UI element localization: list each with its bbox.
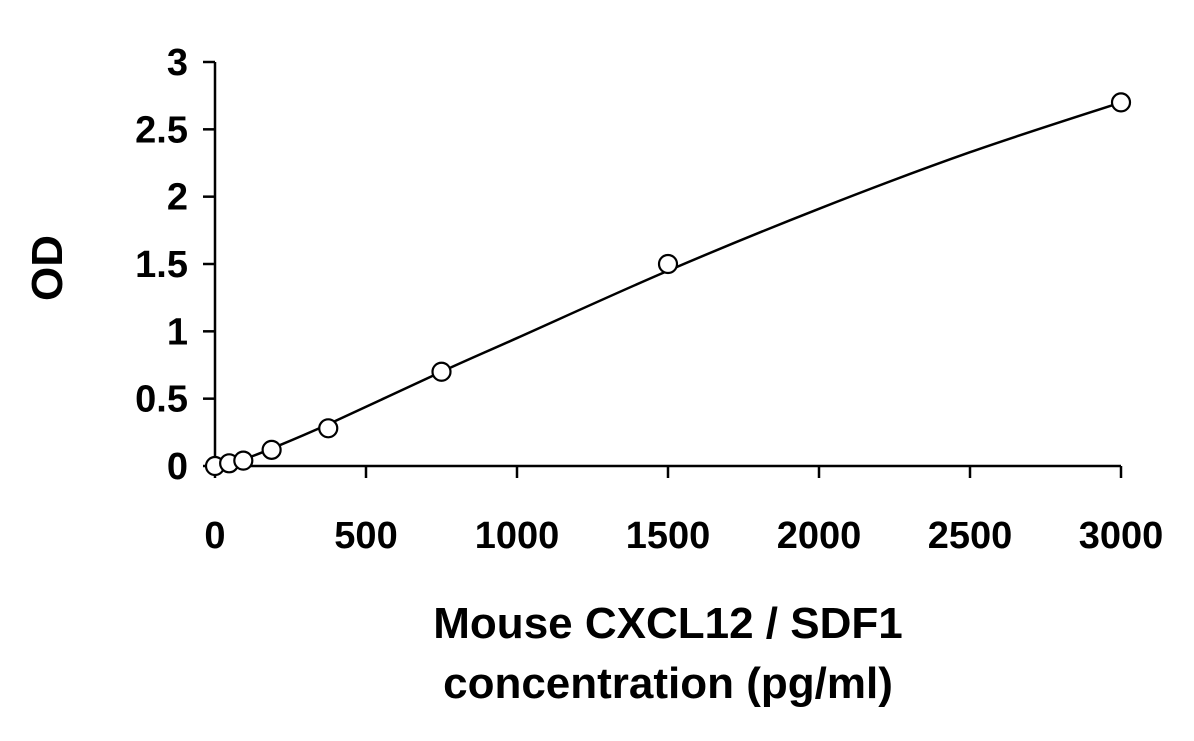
x-tick-label: 2500 [928, 515, 1013, 557]
data-points [204, 92, 1132, 477]
data-point [233, 450, 254, 471]
y-tick-label: 1 [167, 311, 188, 353]
x-axis-title-line-2: concentration (pg/ml) [443, 659, 893, 708]
tick-labels: 0 0.5 1 1.5 2 2.5 3 0 500 1000 1500 2000 2500 3000 [135, 42, 1163, 557]
x-tick-label: 2000 [777, 515, 862, 557]
x-tick-label: 500 [334, 515, 397, 557]
x-tick-label: 1000 [475, 515, 560, 557]
fit-curve [214, 101, 1122, 468]
x-tick-label: 1500 [626, 515, 711, 557]
data-point [1110, 92, 1132, 113]
x-tick-label: 3000 [1079, 515, 1164, 557]
data-point [657, 253, 679, 275]
data-point [431, 361, 452, 382]
fit-curve-layer [214, 101, 1122, 468]
y-tick-label: 0.5 [135, 379, 188, 421]
data-point [261, 439, 282, 460]
y-tick-label: 2 [167, 177, 188, 219]
ticks [203, 60, 1123, 478]
y-tick-label: 3 [167, 42, 188, 84]
x-tick-label: 0 [204, 515, 225, 557]
data-point [318, 418, 339, 439]
y-tick-label: 2.5 [135, 109, 188, 151]
y-tick-label: 0 [167, 446, 188, 488]
x-axis-title-line-1: Mouse CXCL12 / SDF1 [433, 599, 902, 648]
y-tick-label: 1.5 [135, 244, 188, 286]
y-axis-title: OD [23, 235, 72, 301]
